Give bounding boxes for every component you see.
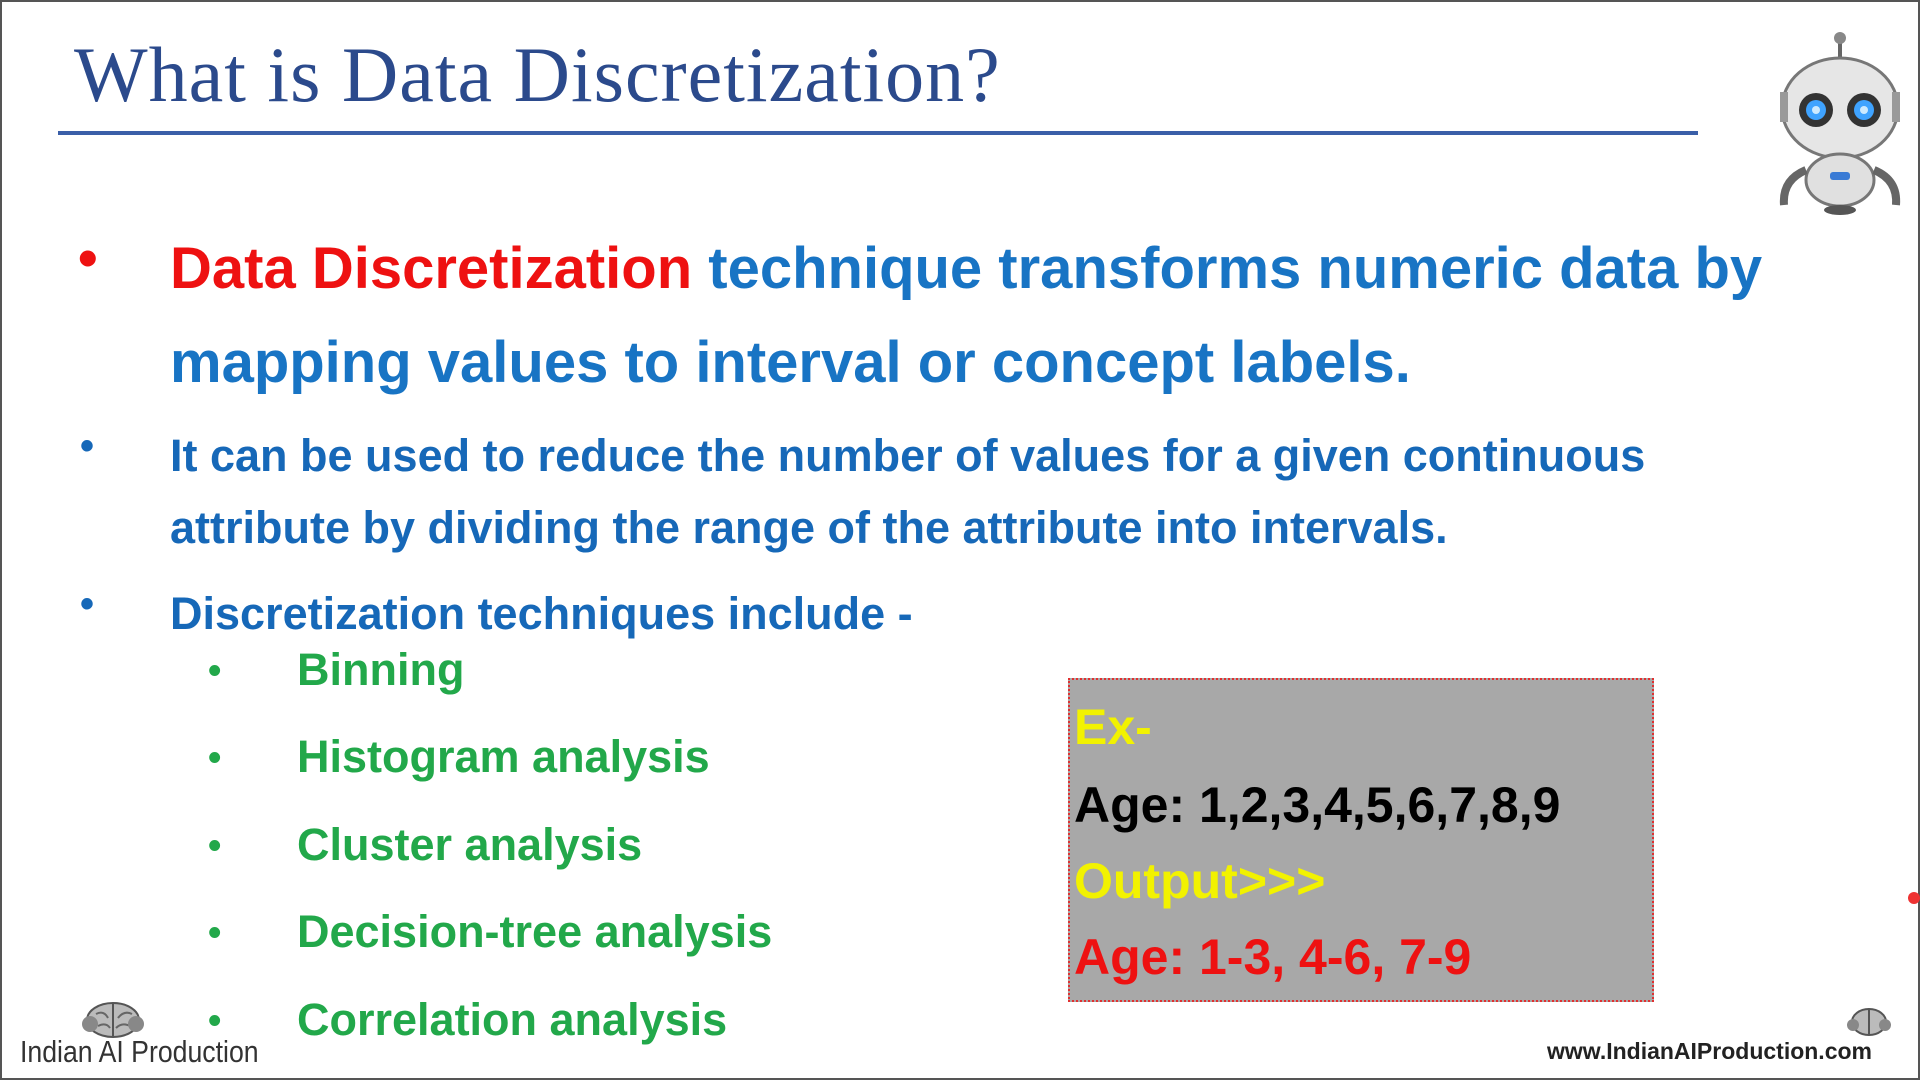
example-label: Ex- xyxy=(1074,699,1152,755)
example-output-label: Output>>> xyxy=(1074,853,1326,909)
bullet-dot-3: • xyxy=(80,582,95,626)
slide-title: What is Data Discretization? xyxy=(74,31,1001,118)
definition-text: technique transforms numeric data by map… xyxy=(170,236,1763,395)
technique-item: Histogram analysis xyxy=(297,731,710,782)
bullet-dot-2: • xyxy=(80,424,95,468)
definition-highlight: Data Discretization xyxy=(170,236,693,301)
brand-text-left: Indian AI Production xyxy=(20,1034,259,1069)
technique-item: Binning xyxy=(297,644,465,695)
brain-logo-icon xyxy=(1847,1008,1891,1036)
brand-logo-left: Indian AI Production xyxy=(20,1000,260,1072)
title-underline xyxy=(58,131,1698,135)
brain-logo-icon xyxy=(82,1002,144,1038)
sub-bullet-dot: • xyxy=(208,825,222,867)
sub-bullet-dot: • xyxy=(208,1000,222,1042)
example-box: Ex- Age: 1,2,3,4,5,6,7,8,9 Output>>> Age… xyxy=(1068,678,1654,1002)
robot-mascot-icon xyxy=(1779,32,1901,215)
example-output: Age: 1-3, 4-6, 7-9 xyxy=(1074,929,1472,985)
bullet-definition: Data Discretization technique transforms… xyxy=(170,222,1770,410)
technique-item: Decision-tree analysis xyxy=(297,906,773,957)
sub-bullet-dot: • xyxy=(208,737,222,779)
bullet-techniques-heading: Discretization techniques include - xyxy=(170,588,913,639)
pointer-dot xyxy=(1908,892,1920,904)
website-url: www.IndianAIProduction.com xyxy=(1547,1038,1872,1064)
sub-bullet-dot: • xyxy=(208,650,222,692)
technique-item: Correlation analysis xyxy=(297,994,728,1045)
example-input: Age: 1,2,3,4,5,6,7,8,9 xyxy=(1074,777,1561,833)
bullet-dot-1: • xyxy=(78,226,98,289)
sub-bullet-dot: • xyxy=(208,912,222,954)
bullet-purpose: It can be used to reduce the number of v… xyxy=(170,430,1646,553)
technique-item: Cluster analysis xyxy=(297,819,643,870)
